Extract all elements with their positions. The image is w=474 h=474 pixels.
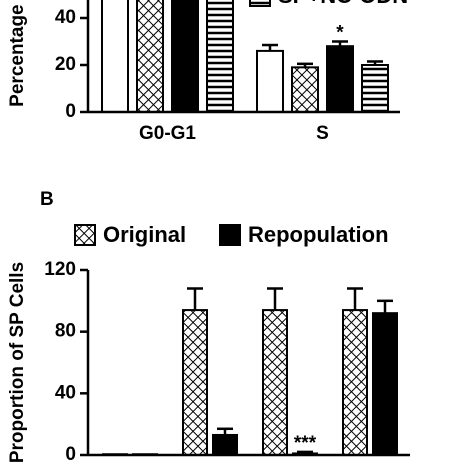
bar [182,309,208,456]
y-tick-label: 40 [55,382,76,403]
legend-label: SP+NC-ODN [278,0,408,8]
bar [291,66,319,113]
legend-swatch [74,224,96,246]
bar [372,312,398,456]
bar [326,45,354,113]
bar [101,0,129,113]
annotation: *** [294,433,317,454]
y-tick-label: 20 [55,54,76,75]
plot [102,287,398,456]
legend-label: Repopulation [248,222,389,247]
bar [212,433,238,456]
annotation: * [336,23,344,44]
bar [256,49,284,113]
x-tick-label: G0-G1 [139,123,196,144]
y-axis-label: Proportion of SP Cells [7,262,28,463]
bar [136,0,164,113]
panel-label: B [40,189,54,210]
y-tick-label: 0 [65,101,76,122]
bar [171,0,199,113]
bar [342,309,368,456]
legend-swatch [249,0,271,7]
bar [262,309,288,456]
x-tick-label: S [316,123,329,144]
legend-label: Original [103,222,186,247]
y-axis-label: Percentage [7,4,28,106]
y-tick-label: 120 [44,259,76,280]
y-tick-label: 80 [55,321,76,342]
bar [206,0,234,113]
y-tick-label: 0 [65,444,76,465]
y-tick-label: 40 [55,7,76,28]
plot [101,0,389,113]
bar [361,64,389,113]
legend-swatch [219,224,241,246]
